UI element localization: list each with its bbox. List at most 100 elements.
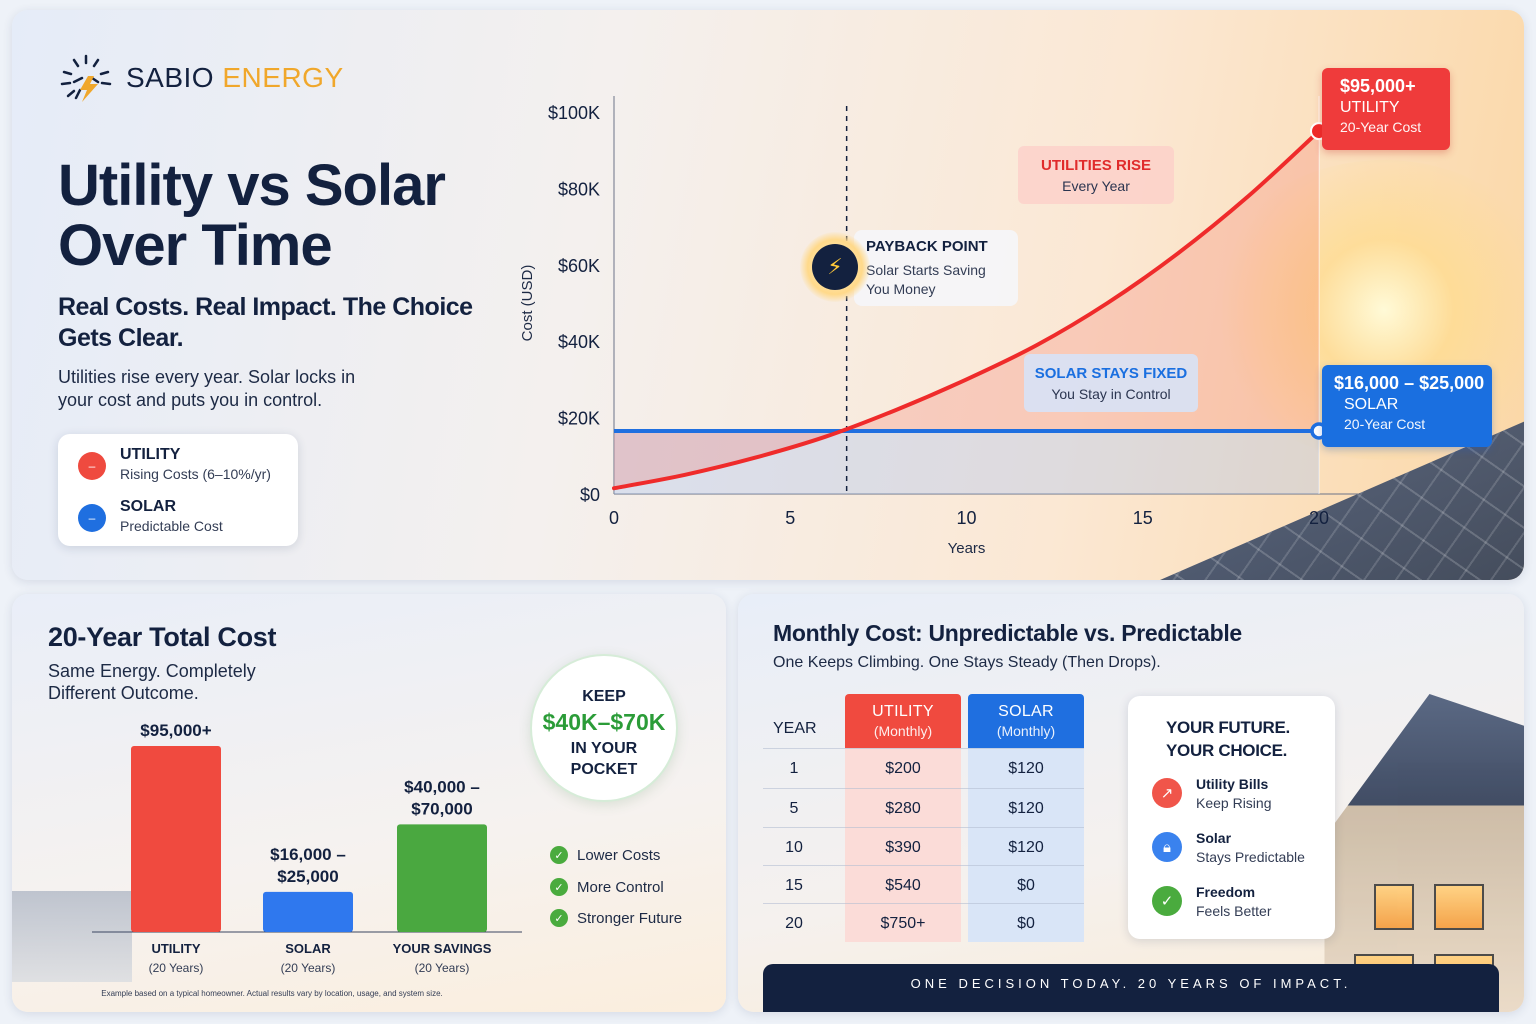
future-item-desc: Feels Better xyxy=(1196,903,1272,919)
cell-year: 15 xyxy=(785,877,803,894)
end-sub: 20-Year Cost xyxy=(1344,416,1426,432)
cell-solar: $120 xyxy=(1008,839,1044,856)
utility-series-line xyxy=(612,129,1321,491)
cell-solar: $120 xyxy=(1008,800,1044,817)
y-tick-label: $80K xyxy=(558,179,600,199)
cell-year: 20 xyxy=(785,915,803,932)
future-item-title: Utility Bills xyxy=(1196,776,1269,792)
check-icon: ✓ xyxy=(550,909,568,927)
callout-title: UTILITIES RISE xyxy=(1040,157,1151,174)
monthly-cost-panel: Monthly Cost: Unpredictable vs. Predicta… xyxy=(738,594,1524,1012)
check-icon: ✓ xyxy=(1152,886,1182,916)
table-row: 15 $540 $0 xyxy=(763,865,1084,903)
section-title: Monthly Cost: Unpredictable vs. Predicta… xyxy=(773,620,1242,646)
x-tick-label: 15 xyxy=(1133,508,1153,528)
footer-banner: ONE DECISION TODAY. 20 YEARS OF IMPACT. xyxy=(763,964,1499,1012)
bar-value-label: $95,000+ xyxy=(140,721,211,740)
table-header-utility: UTILITY (Monthly) xyxy=(845,694,961,748)
lightning-bolt-icon: ⚡ xyxy=(812,244,858,290)
cell-solar: $0 xyxy=(1017,915,1035,932)
cell-utility: $750+ xyxy=(880,915,926,932)
header-sub: (Monthly) xyxy=(996,723,1056,739)
bar-category-sub: (20 Years) xyxy=(149,961,204,975)
section-title: 20-Year Total Cost xyxy=(48,622,277,652)
legend-card: – UTILITY Rising Costs (6–10%/yr) – SOLA… xyxy=(58,434,298,546)
bar-category-label: SOLAR xyxy=(285,941,331,956)
footnote: Example based on a typical homeowner. Ac… xyxy=(101,989,443,998)
cell-utility: $540 xyxy=(885,877,921,894)
x-tick-label: 20 xyxy=(1309,508,1329,528)
solar-end-label: $16,000 – $25,000 SOLAR 20-Year Cost xyxy=(1322,365,1492,447)
bar-category-sub: (20 Years) xyxy=(415,961,470,975)
table-row: 20 $750+ $0 xyxy=(763,903,1084,941)
solar-column-bg xyxy=(968,748,1084,942)
y-axis-label: Cost (USD) xyxy=(519,265,536,342)
utilities-rise-callout: UTILITIES RISE Every Year xyxy=(1018,146,1174,204)
x-tick-label: 5 xyxy=(785,508,795,528)
future-item-title: Solar xyxy=(1196,830,1232,846)
rising-line-icon: – xyxy=(78,452,106,480)
cell-year: 10 xyxy=(785,839,803,856)
benefit-item: ✓ More Control xyxy=(550,878,664,896)
end-sub: 20-Year Cost xyxy=(1340,119,1422,135)
bar-value-label: $40,000 – xyxy=(404,777,480,796)
section-subtitle: One Keeps Climbing. One Stays Steady (Th… xyxy=(773,654,1161,671)
bar-value-label: $25,000 xyxy=(277,867,338,886)
end-label: SOLAR xyxy=(1344,396,1399,413)
legend-desc: Predictable Cost xyxy=(120,518,223,534)
savings-badge: KEEP $40K–$70K IN YOUR POCKET xyxy=(530,654,678,802)
utility-column-bg xyxy=(845,748,961,942)
legend-item-solar: – SOLAR Predictable Cost xyxy=(78,498,223,534)
header-label: UTILITY xyxy=(872,703,934,720)
benefit-label: More Control xyxy=(577,878,664,896)
cell-solar: $0 xyxy=(1017,877,1035,894)
legend-title: UTILITY xyxy=(120,446,181,463)
bar-category-sub: (20 Years) xyxy=(281,961,336,975)
benefit-label: Lower Costs xyxy=(577,846,661,864)
future-item: ↗ Utility Bills Keep Rising xyxy=(1152,776,1272,811)
payback-line2: You Money xyxy=(866,281,936,297)
end-amount: $95,000+ xyxy=(1340,76,1416,96)
bar-category-label: YOUR SAVINGS xyxy=(393,941,492,956)
bar-value-label: $70,000 xyxy=(411,799,472,818)
bar-solar xyxy=(263,891,353,932)
x-tick-label: 0 xyxy=(609,508,619,528)
cell-utility: $390 xyxy=(885,839,921,856)
cell-solar: $120 xyxy=(1008,760,1044,777)
brand-logo: SABIO ENERGY xyxy=(58,52,344,104)
payback-box: PAYBACK POINT Solar Starts Saving You Mon… xyxy=(854,230,1018,306)
future-item-desc: Keep Rising xyxy=(1196,795,1272,811)
bar-utility xyxy=(131,746,221,932)
table-header-solar: SOLAR (Monthly) xyxy=(968,694,1084,748)
keep-line2: IN YOUR xyxy=(570,740,638,757)
page-title: Utility vs Solar Over Time xyxy=(58,153,446,278)
callout-sub: You Stay in Control xyxy=(1051,386,1171,402)
header-label: SOLAR xyxy=(998,703,1054,720)
utility-end-label: $95,000+ UTILITY 20-Year Cost xyxy=(1322,68,1450,150)
sun-bolt-logo-icon xyxy=(60,54,112,102)
y-tick-label: $20K xyxy=(558,409,600,429)
legend-item-utility: – UTILITY Rising Costs (6–10%/yr) xyxy=(78,446,271,482)
y-tick-label: $0 xyxy=(580,485,600,505)
keep-line3: POCKET xyxy=(570,761,638,778)
future-title-line1: YOUR FUTURE. xyxy=(1166,718,1290,737)
future-item-desc: Stays Predictable xyxy=(1196,849,1305,865)
check-icon: ✓ xyxy=(550,878,568,896)
cell-utility: $280 xyxy=(885,800,921,817)
benefit-label: Stronger Future xyxy=(577,909,683,927)
intro-text: Utilities rise every year. Solar locks i… xyxy=(58,367,356,410)
benefit-item: ✓ Stronger Future xyxy=(550,909,682,927)
y-tick-label: $60K xyxy=(558,256,600,276)
bar-your-savings xyxy=(397,824,487,932)
bar-value-label: $16,000 – xyxy=(270,845,346,864)
cell-year: 1 xyxy=(789,760,799,777)
callout-title: SOLAR STAYS FIXED xyxy=(1034,365,1188,382)
cell-utility: $200 xyxy=(885,760,921,777)
check-icon: ✓ xyxy=(550,846,568,864)
y-tick-label: $40K xyxy=(558,332,600,352)
bar-chart: $95,000+ UTILITY (20 Years) $16,000 – $25,00… xyxy=(92,721,522,975)
payback-line1: Solar Starts Saving xyxy=(866,262,986,278)
keep-label: KEEP xyxy=(582,688,626,705)
arrow-up-right-icon: ↗ xyxy=(1152,778,1182,808)
table-row: 5 $280 $120 xyxy=(763,788,1084,826)
